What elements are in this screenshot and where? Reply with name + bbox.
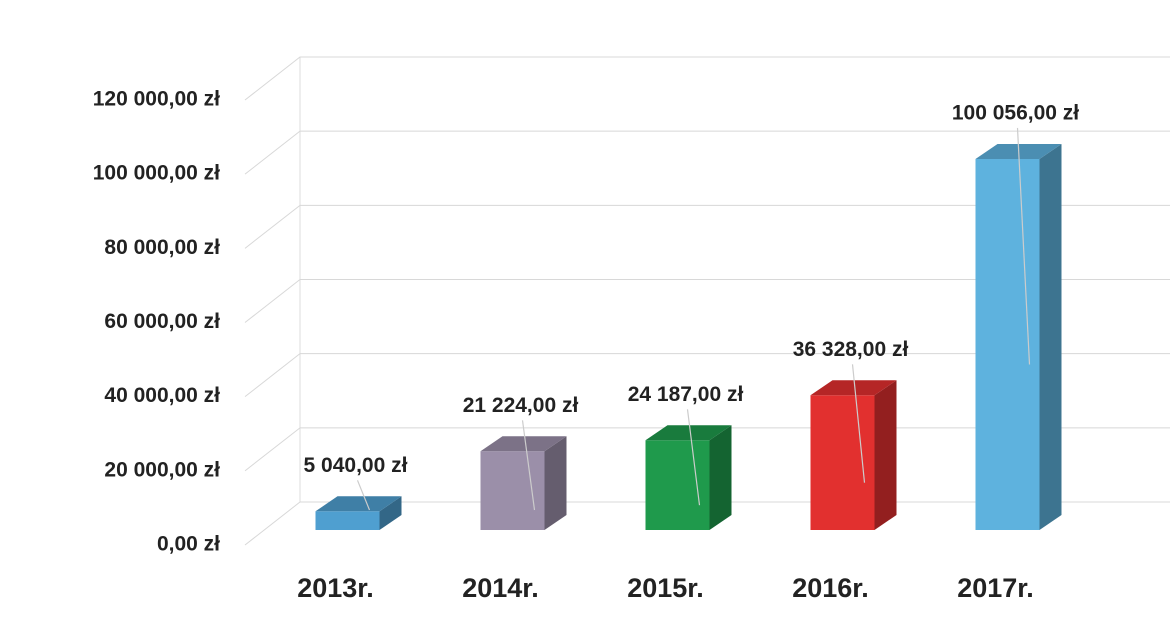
grid-line: [244, 204, 1170, 249]
grid-line: [244, 130, 1170, 175]
bar-top: [810, 380, 897, 396]
y-tick-label: 60 000,00 zł: [104, 310, 220, 333]
y-tick-label: 20 000,00 zł: [104, 458, 220, 481]
bar-side: [544, 436, 567, 530]
bar: [480, 436, 567, 530]
grid-line: [244, 56, 1170, 101]
y-tick-label: 100 000,00 zł: [93, 162, 220, 185]
bar-top: [315, 496, 402, 512]
leader-line: [686, 409, 701, 506]
bar-front: [645, 440, 710, 530]
bar-front: [810, 395, 875, 530]
bar-front: [315, 511, 380, 530]
bar-side: [874, 380, 897, 530]
x-tick-label: 2013r.: [297, 573, 374, 603]
bar-top: [480, 436, 567, 452]
bar: [315, 496, 402, 530]
leader-line: [1016, 127, 1031, 365]
leader-line: [521, 420, 536, 511]
grid-line: [244, 353, 1170, 398]
bar-front: [975, 158, 1040, 531]
x-tick-label: 2014r.: [462, 573, 539, 603]
value-label: 21 224,00 zł: [463, 394, 579, 417]
bar-top: [645, 425, 732, 441]
bar: [645, 425, 732, 530]
bar-front: [480, 451, 545, 530]
leader-line: [356, 480, 371, 511]
y-tick-label: 0,00 zł: [157, 533, 220, 556]
bar: [810, 380, 897, 530]
grid-line: [244, 279, 1170, 323]
bar-side: [379, 496, 402, 530]
value-label: 100 056,00 zł: [952, 102, 1079, 125]
value-label: 24 187,00 zł: [628, 383, 744, 406]
bar-side: [1039, 143, 1062, 531]
y-tick-label: 80 000,00 zł: [104, 236, 220, 259]
value-label: 5 040,00 zł: [304, 454, 408, 477]
bar: [975, 143, 1062, 531]
x-tick-label: 2015r.: [627, 573, 704, 603]
leader-line: [851, 364, 866, 483]
x-tick-label: 2016r.: [792, 573, 869, 603]
y-tick-label: 120 000,00 zł: [93, 88, 220, 111]
bar-side: [709, 425, 732, 530]
value-label: 36 328,00 zł: [793, 338, 909, 361]
y-tick-label: 40 000,00 zł: [104, 384, 220, 407]
x-tick-label: 2017r.: [957, 573, 1034, 603]
